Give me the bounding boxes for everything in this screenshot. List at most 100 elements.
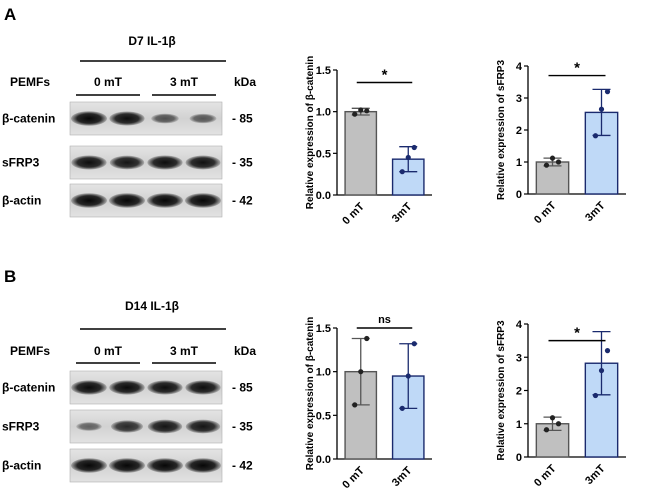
data-point <box>598 367 605 374</box>
protein-label: β-catenin <box>2 381 55 395</box>
blot-row-1: sFRP3 - 35 <box>2 145 253 180</box>
treatment-label: PEMFs <box>10 344 50 358</box>
data-point <box>399 169 405 175</box>
blot-band <box>147 419 183 434</box>
bar <box>535 161 570 195</box>
group-label: 3 mT <box>170 344 199 358</box>
data-point <box>555 159 562 165</box>
y-tick-label: 2 <box>516 125 522 137</box>
x-tick-label: 0 mT <box>532 199 559 226</box>
significance-label: ns <box>378 314 391 326</box>
y-tick-label: 4 <box>516 319 523 331</box>
y-tick-label: 0 <box>516 189 522 201</box>
treatment-label: PEMFs <box>10 75 50 89</box>
blot-band <box>76 422 102 431</box>
blot-band <box>70 193 108 208</box>
data-point <box>358 107 364 113</box>
data-point <box>364 335 370 342</box>
x-tick-label: 0 mT <box>340 464 367 491</box>
data-point <box>549 155 556 161</box>
blot-row-2: β-actin - 42 <box>2 448 253 483</box>
group-label: 3 mT <box>170 75 199 89</box>
x-tick-label: 0 mT <box>340 200 367 227</box>
blot-band <box>109 380 145 395</box>
blot-band <box>146 193 184 208</box>
significance-label: * <box>382 67 388 84</box>
data-point <box>364 108 370 114</box>
data-point <box>604 89 611 95</box>
kda-value: - 42 <box>232 194 253 208</box>
chart-4: 0 1 2 3 4 Relative expression of sFRP3 0 mT 3mT… <box>496 319 626 489</box>
kda-value: - 85 <box>232 112 253 126</box>
y-tick-label: 1.0 <box>316 367 331 379</box>
y-tick-label: 0.0 <box>316 190 331 202</box>
data-point <box>598 106 605 112</box>
blot-band <box>70 458 108 473</box>
x-tick-label: 3mT <box>390 200 415 225</box>
y-tick-label: 0.5 <box>316 410 331 422</box>
panel-label: A <box>4 5 16 24</box>
blot-band <box>109 155 145 170</box>
blot-band <box>146 458 184 473</box>
y-tick-label: 1 <box>516 157 522 169</box>
data-point <box>405 154 411 161</box>
panel-label: B <box>4 267 16 286</box>
blot-band <box>108 458 146 473</box>
protein-label: β-actin <box>2 194 41 208</box>
chart-2: 0 1 2 3 4 Relative expression of sFRP3 0 mT 3mT… <box>496 60 626 226</box>
blot-row-0: β-catenin - 85 <box>2 101 253 136</box>
y-tick-label: 3 <box>516 93 522 105</box>
blot-band <box>184 458 222 473</box>
condition-label: D7 IL-1β <box>128 34 175 48</box>
blot-band <box>147 380 183 395</box>
blot-band <box>151 113 179 124</box>
blot-row-0: β-catenin - 85 <box>2 370 253 405</box>
data-point <box>411 341 417 347</box>
data-point <box>543 427 550 433</box>
x-tick-label: 3mT <box>583 462 608 487</box>
x-tick-label: 3mT <box>390 464 415 489</box>
data-point <box>555 421 562 427</box>
y-tick-label: 0 <box>516 452 522 464</box>
y-tick-label: 3 <box>516 352 522 364</box>
y-tick-label: 2 <box>516 386 522 398</box>
significance-label: * <box>574 325 580 342</box>
blot-band <box>184 193 222 208</box>
y-tick-label: 1.0 <box>316 107 331 119</box>
blot-band <box>110 420 144 433</box>
blot-band <box>185 380 221 395</box>
x-tick-label: 3mT <box>583 199 608 224</box>
data-point <box>405 373 411 379</box>
y-tick-label: 1.5 <box>316 323 331 335</box>
kda-value: - 35 <box>232 420 253 434</box>
blot-band <box>70 111 108 126</box>
kda-header: kDa <box>234 75 256 89</box>
kda-header: kDa <box>234 344 256 358</box>
group-label: 0 mT <box>94 344 123 358</box>
group-label: 0 mT <box>94 75 123 89</box>
kda-value: - 35 <box>232 156 253 170</box>
y-tick-label: 1.5 <box>316 65 331 77</box>
y-axis-label: Relative expression of β-catenin <box>305 56 316 209</box>
y-axis-label: Relative expression of sFRP3 <box>496 320 507 460</box>
data-point <box>592 392 599 399</box>
blot-row-2: β-actin - 42 <box>2 183 253 218</box>
y-tick-label: 4 <box>516 61 523 73</box>
data-point <box>352 402 358 408</box>
y-tick-label: 1 <box>516 419 522 431</box>
protein-label: sFRP3 <box>2 156 40 170</box>
blot-band <box>71 155 107 170</box>
blot-band <box>185 155 221 170</box>
data-point <box>411 144 417 151</box>
y-axis-label: Relative expression of β-catenin <box>305 317 316 470</box>
blot-band <box>147 155 183 170</box>
y-tick-label: 0.0 <box>316 454 331 466</box>
kda-value: - 42 <box>232 459 253 473</box>
data-point <box>592 133 599 139</box>
data-point <box>358 369 364 375</box>
kda-value: - 85 <box>232 381 253 395</box>
data-point <box>543 162 550 168</box>
condition-label: D14 IL-1β <box>125 299 179 313</box>
